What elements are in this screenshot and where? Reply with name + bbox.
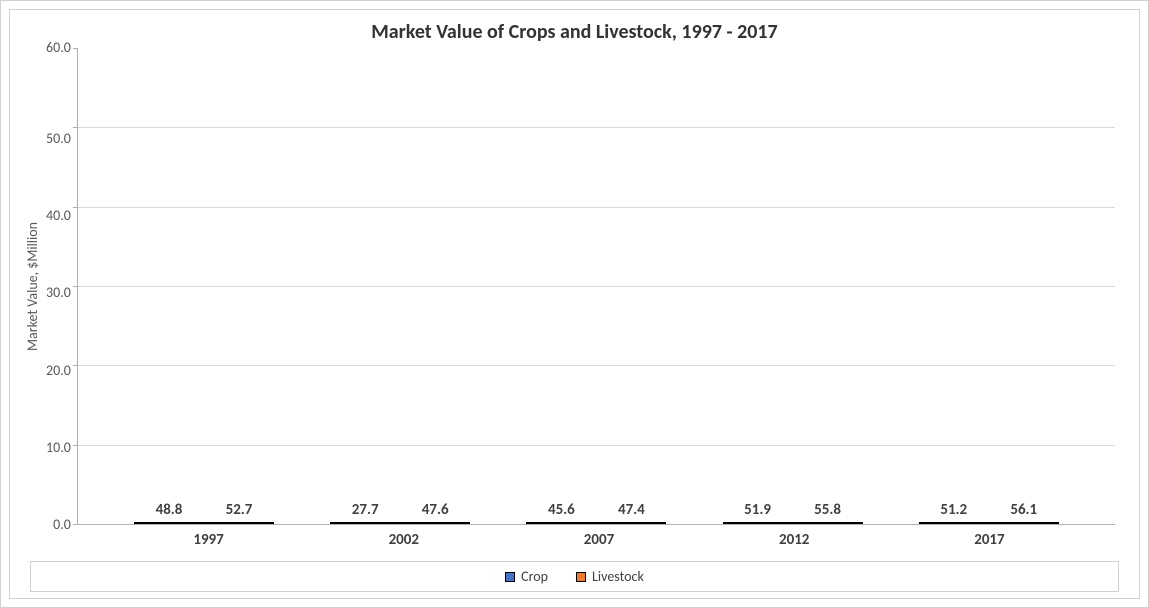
- bar-crop: 48.8: [134, 522, 204, 524]
- x-tick-label: 1997: [139, 531, 278, 549]
- legend-swatch: [576, 572, 586, 582]
- bar-crop: 51.2: [919, 522, 989, 524]
- y-tick-label: 60.0: [46, 41, 71, 55]
- y-tick-label: 40.0: [46, 209, 71, 223]
- plot-area: 48.852.727.747.645.647.451.955.851.256.1: [77, 48, 1115, 525]
- bar-group: 51.955.8: [723, 522, 863, 524]
- bar-crop: 51.9: [723, 522, 793, 524]
- gridline: [78, 127, 1115, 128]
- bar-data-label: 48.8: [156, 501, 183, 519]
- bar-livestock: 52.7: [204, 522, 274, 524]
- y-tick-label: 50.0: [46, 132, 71, 146]
- plot-row: Market Value, $Million 60.050.040.030.02…: [10, 48, 1139, 525]
- chart-inner: Market Value of Crops and Livestock, 199…: [9, 9, 1140, 599]
- gridline: [78, 207, 1115, 208]
- bar-crop: 27.7: [330, 522, 400, 524]
- bar-livestock: 47.4: [596, 522, 666, 524]
- bar-data-label: 47.4: [618, 501, 645, 519]
- x-spacer: [18, 531, 46, 549]
- bar-livestock: 47.6: [400, 522, 470, 524]
- legend-swatch: [505, 572, 515, 582]
- y-tick-mark: [73, 207, 78, 208]
- y-axis-label-wrap: Market Value, $Million: [18, 48, 46, 525]
- y-tick-mark: [73, 524, 78, 525]
- bar-group: 51.256.1: [919, 522, 1059, 524]
- bar-data-label: 51.2: [940, 501, 967, 519]
- bar-crop: 45.6: [526, 522, 596, 524]
- legend-item: Livestock: [576, 568, 644, 585]
- bar-data-label: 45.6: [548, 501, 575, 519]
- y-tick-mark: [73, 48, 78, 49]
- bar-data-label: 55.8: [814, 501, 841, 519]
- x-tick-label: 2002: [334, 531, 473, 549]
- legend-label: Crop: [521, 568, 548, 585]
- y-tick-mark: [73, 445, 78, 446]
- legend-item: Crop: [505, 568, 548, 585]
- bar-group: 27.747.6: [330, 522, 470, 524]
- y-axis-label: Market Value, $Million: [24, 222, 41, 351]
- bar-group: 48.852.7: [134, 522, 274, 524]
- bar-livestock: 55.8: [793, 522, 863, 524]
- y-tick-mark: [73, 127, 78, 128]
- gridline: [78, 445, 1115, 446]
- x-axis-ticks: 1997 2002 2007 2012 2017: [83, 531, 1115, 549]
- legend-label: Livestock: [592, 568, 644, 585]
- y-tick-mark: [73, 365, 78, 366]
- x-tick-label: 2017: [920, 531, 1059, 549]
- gridline: [78, 286, 1115, 287]
- y-tick-label: 20.0: [46, 364, 71, 378]
- x-tick-label: 2007: [529, 531, 668, 549]
- gridline: [78, 365, 1115, 366]
- bar-group: 45.647.4: [526, 522, 666, 524]
- y-tick-label: 30.0: [46, 286, 71, 300]
- y-tick-label: 10.0: [46, 441, 71, 455]
- bar-data-label: 47.6: [422, 501, 449, 519]
- bar-data-label: 51.9: [744, 501, 771, 519]
- bar-data-label: 52.7: [226, 501, 253, 519]
- chart-container: Market Value of Crops and Livestock, 199…: [0, 0, 1149, 608]
- bar-data-label: 27.7: [352, 501, 379, 519]
- y-tick-mark: [73, 286, 78, 287]
- chart-title: Market Value of Crops and Livestock, 199…: [10, 10, 1139, 48]
- x-axis-row: 1997 2002 2007 2012 2017: [10, 525, 1139, 557]
- bar-data-label: 56.1: [1010, 501, 1037, 519]
- legend: Crop Livestock: [30, 561, 1119, 592]
- x-spacer: [46, 531, 83, 549]
- bar-livestock: 56.1: [989, 522, 1059, 524]
- x-tick-label: 2012: [725, 531, 864, 549]
- y-tick-label: 0.0: [53, 518, 71, 532]
